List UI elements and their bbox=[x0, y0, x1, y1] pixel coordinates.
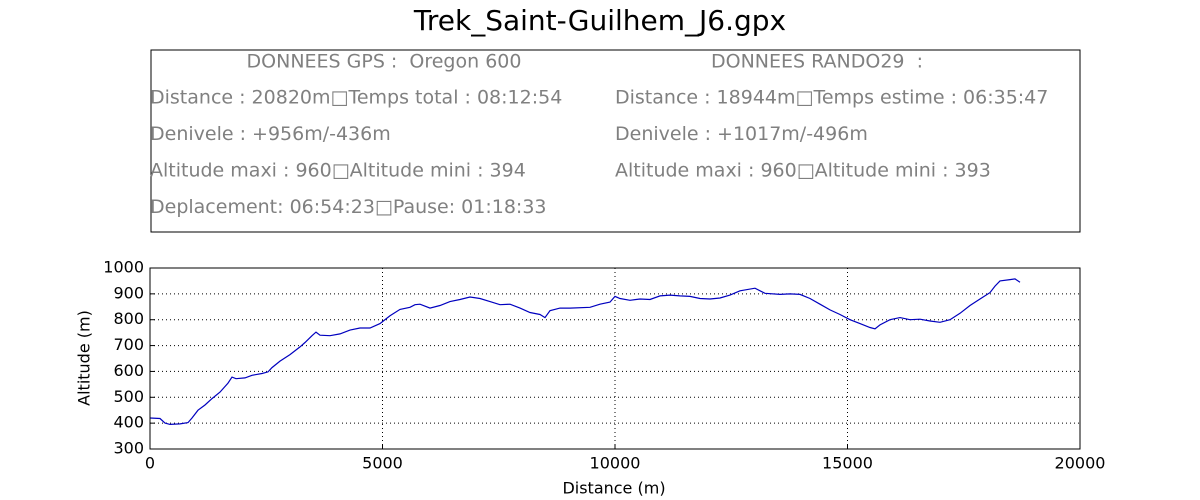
info-line: Altitude maxi : 960□Altitude mini : 394 bbox=[150, 160, 526, 182]
x-tick-label: 20000 bbox=[1055, 454, 1106, 473]
info-line: Denivele : +1017m/-496m bbox=[615, 123, 868, 145]
info-line: Distance : 20820m□Temps total : 08:12:54 bbox=[150, 87, 562, 109]
info-line: Deplacement: 06:54:23□Pause: 01:18:33 bbox=[150, 196, 547, 218]
y-tick-label: 700 bbox=[113, 335, 144, 354]
x-tick-label: 10000 bbox=[590, 454, 641, 473]
x-tick-label: 15000 bbox=[822, 454, 873, 473]
info-line: Denivele : +956m/-436m bbox=[150, 123, 391, 145]
y-tick-label: 500 bbox=[113, 387, 144, 406]
y-tick-label: 400 bbox=[113, 413, 144, 432]
info-heading: DONNEES GPS : Oregon 600 bbox=[247, 51, 522, 73]
chart-title: Trek_Saint-Guilhem_J6.gpx bbox=[413, 4, 786, 37]
x-tick-label: 0 bbox=[145, 454, 155, 473]
y-tick-label: 300 bbox=[113, 439, 144, 458]
y-axis-label: Altitude (m) bbox=[75, 310, 94, 406]
altitude-line bbox=[149, 278, 1021, 426]
plot-frame bbox=[149, 267, 1081, 450]
x-axis-label: Distance (m) bbox=[562, 479, 665, 498]
info-line: Distance : 18944m□Temps estime : 06:35:4… bbox=[615, 87, 1048, 109]
y-tick-label: 900 bbox=[113, 283, 144, 302]
info-box bbox=[150, 49, 1081, 233]
x-tick-label: 5000 bbox=[362, 454, 403, 473]
info-line: Altitude maxi : 960□Altitude mini : 393 bbox=[615, 160, 991, 182]
y-tick-label: 1000 bbox=[103, 258, 144, 277]
y-tick-label: 600 bbox=[113, 361, 144, 380]
y-tick-label: 800 bbox=[113, 309, 144, 328]
info-heading: DONNEES RANDO29 : bbox=[711, 51, 923, 73]
